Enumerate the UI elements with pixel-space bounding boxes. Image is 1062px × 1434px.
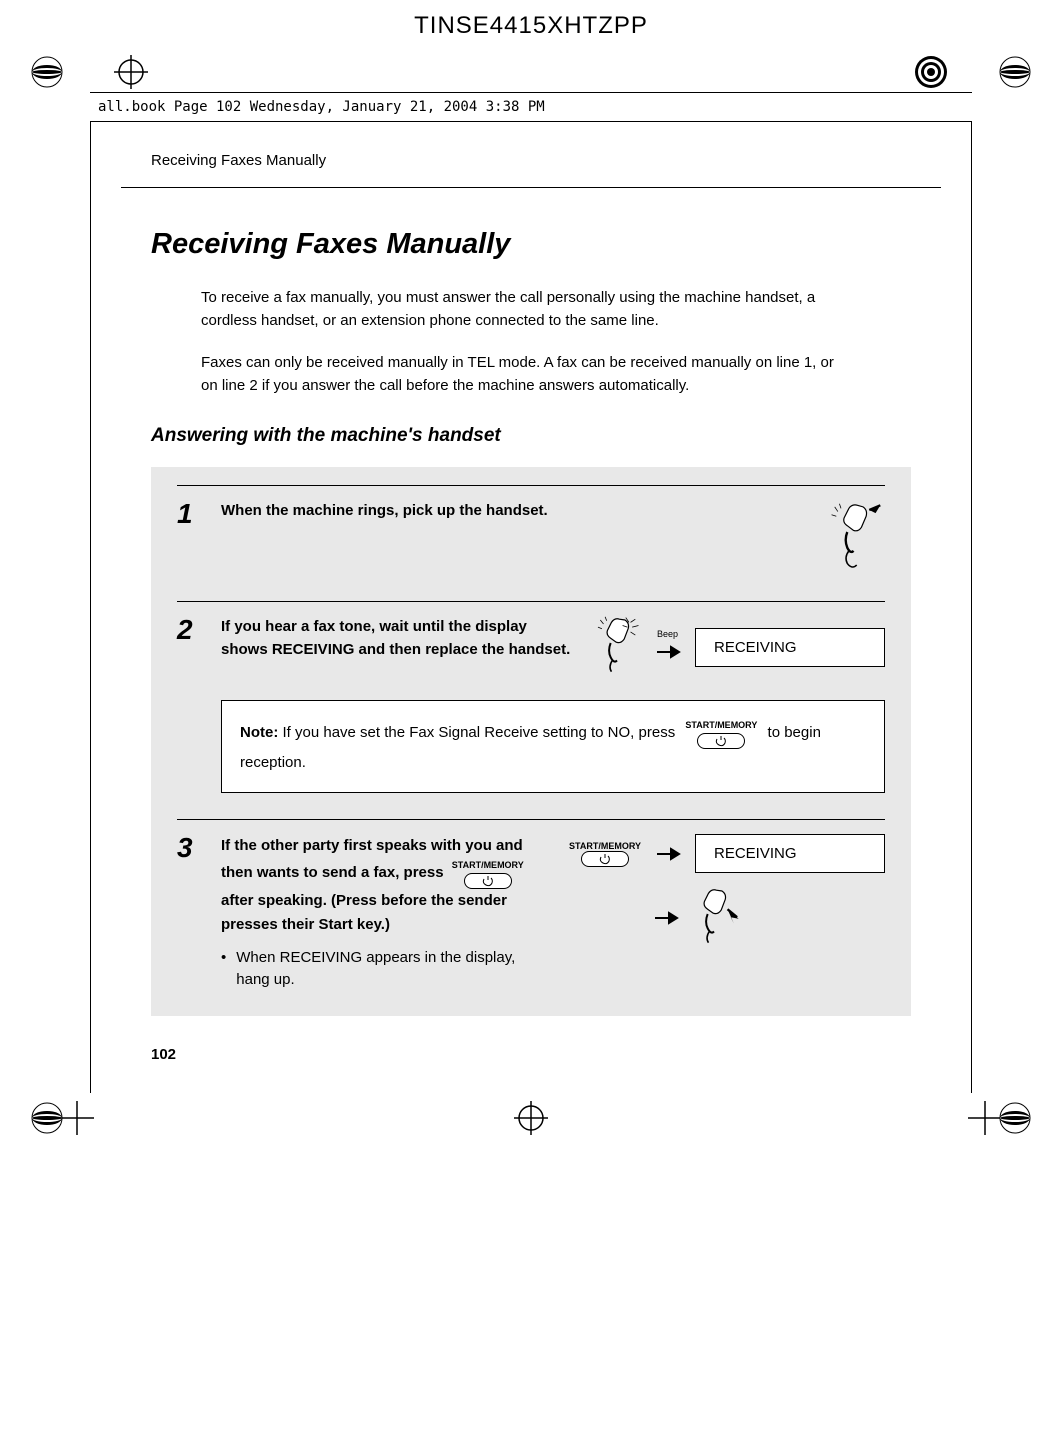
receiving-display: RECEIVING [695,628,885,667]
bottom-crop-marks [0,1093,1062,1143]
beep-label: Beep [657,629,678,639]
crop-circle-tr [998,55,1032,89]
top-crop-marks [0,52,1062,92]
divider [177,819,885,820]
intro-paragraph-2: Faxes can only be received manually in T… [201,352,841,397]
page-number: 102 [121,1016,941,1063]
step-2-graphic: Beep RECEIVING [597,616,885,678]
step3-bullet: • When RECEIVING appears in the display,… [221,947,549,992]
step-3-graphics: START/MEMORY RECEIVING [565,834,885,949]
button-label: START/MEMORY [569,841,641,851]
button-label: START/MEMORY [685,717,757,733]
arrow-right-icon [657,645,683,659]
button-oval-icon [581,851,629,867]
crop-circle-bl [30,1101,64,1135]
handset-hangup-icon [693,887,743,949]
crop-circle-tl [30,55,64,89]
page-content: Receiving Faxes Manually Receiving Faxes… [90,122,972,1093]
section-subtitle: Answering with the machine's handset [151,425,911,447]
note-prefix: Note: [240,724,278,741]
step-number: 2 [177,616,205,661]
arrow-right-icon [657,847,683,861]
step-number: 3 [177,834,205,991]
step-number: 1 [177,500,205,528]
step-text: When the machine rings, pick up the hand… [221,500,548,528]
crop-circle-br [998,1101,1032,1135]
book-info-bar: all.book Page 102 Wednesday, January 21,… [90,92,972,122]
handset-beep-icon [597,616,645,678]
note-text-before: If you have set the Fax Signal Receive s… [278,724,679,741]
document-code: TINSE4415XHTZPP [0,0,1062,52]
crop-crosshair-bl [60,1101,94,1135]
steps-container: 1 When the machine rings, pick up the ha… [151,467,911,1016]
step-2: 2 If you hear a fax tone, wait until the… [177,616,885,678]
handset-pickup-icon [830,500,885,575]
page-title: Receiving Faxes Manually [151,228,911,261]
main-body: Receiving Faxes Manually To receive a fa… [121,188,941,1016]
divider [177,601,885,602]
bullet-icon: • [221,947,226,992]
step-1-graphic [830,500,885,575]
button-oval-icon [697,733,745,749]
button-label: START/MEMORY [452,858,524,872]
step-text: If you hear a fax tone, wait until the d… [221,616,571,661]
start-memory-button-icon: START/MEMORY [685,717,757,749]
receiving-display: RECEIVING [695,834,885,873]
note-box: Note: If you have set the Fax Signal Rec… [221,700,885,793]
intro-paragraph-1: To receive a fax manually, you must answ… [201,287,841,332]
step3-text-after: after speaking. (Press before the sender… [221,892,507,933]
step-text: If the other party first speaks with you… [221,834,549,936]
start-memory-button-icon: START/MEMORY [452,858,524,888]
step-1: 1 When the machine rings, pick up the ha… [177,500,885,575]
registration-target-tr [914,55,948,89]
bullet-text: When RECEIVING appears in the display, h… [236,947,516,992]
step-3: 3 If the other party first speaks with y… [177,834,885,991]
running-header: Receiving Faxes Manually [121,122,941,188]
arrow-right-icon [655,911,681,925]
divider [177,485,885,486]
crop-crosshair-center [514,1101,548,1135]
crop-crosshair-tl [114,55,148,89]
start-memory-button-icon: START/MEMORY [569,841,641,867]
button-oval-icon [464,873,512,889]
crop-crosshair-br [968,1101,1002,1135]
